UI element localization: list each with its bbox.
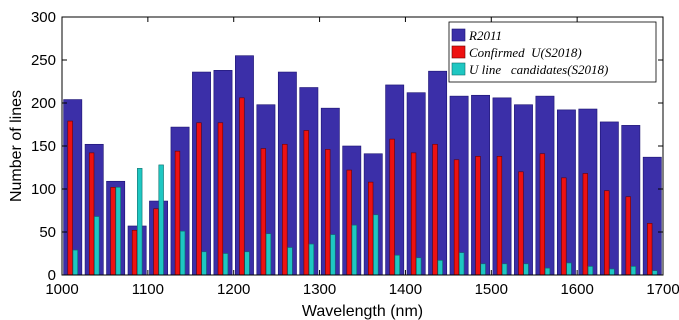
bar-series-2-14 xyxy=(373,214,379,276)
x-tick-label: 1500 xyxy=(475,281,508,298)
legend: R2011 Confirmed U(S2018) U line candidat… xyxy=(448,21,657,83)
bar-series-2-5 xyxy=(179,230,186,276)
x-tick-label: 1600 xyxy=(560,281,593,298)
bar-series-1-27 xyxy=(647,223,653,276)
y-tick-label: 100 xyxy=(31,181,56,198)
bar-series-1-2 xyxy=(110,186,116,276)
bar-series-2-13 xyxy=(351,224,358,276)
legend-label-r2011: R2011 xyxy=(468,28,502,43)
bar-series-1-14 xyxy=(367,181,374,276)
y-tick-label: 200 xyxy=(31,95,56,112)
bar-series-1-11 xyxy=(303,130,309,276)
bar-series-2-12 xyxy=(330,234,336,276)
bar-series-1-10 xyxy=(282,143,288,276)
y-tick-label: 150 xyxy=(31,138,56,155)
bar-series-1-24 xyxy=(582,173,588,276)
legend-swatch-confirmed xyxy=(451,45,466,59)
bar-series-1-8 xyxy=(239,97,245,276)
legend-swatch-candidates xyxy=(451,62,466,76)
x-tick-label: 1700 xyxy=(646,281,679,298)
bar-series-1-3 xyxy=(131,229,138,276)
bar-series-1-5 xyxy=(174,150,181,276)
bar-series-2-25 xyxy=(609,268,615,276)
bar-series-2-27 xyxy=(652,270,658,276)
bar-series-1-15 xyxy=(389,138,395,276)
bar-series-2-17 xyxy=(437,260,443,276)
x-tick-label: 1300 xyxy=(303,281,336,298)
bars-layer xyxy=(63,55,662,276)
bar-series-2-23 xyxy=(566,262,572,276)
x-tick-label: 1000 xyxy=(45,281,78,298)
bar-series-2-22 xyxy=(544,267,551,276)
bar-series-2-16 xyxy=(416,257,422,276)
bar-series-2-18 xyxy=(459,252,465,276)
y-tick-label: 0 xyxy=(48,267,56,284)
bar-series-1-4 xyxy=(153,208,159,276)
legend-label-candidates: U line candidates(S2018) xyxy=(469,62,608,77)
bar-series-1-0 xyxy=(67,120,73,276)
bar-series-1-12 xyxy=(325,149,331,276)
bar-series-1-13 xyxy=(346,169,352,276)
bar-series-2-0 xyxy=(72,249,78,276)
x-tick-label: 1100 xyxy=(132,281,164,298)
x-tick-label: 1200 xyxy=(217,281,250,298)
legend-swatch-r2011 xyxy=(451,28,466,42)
bar-series-1-20 xyxy=(496,156,503,276)
bar-series-2-9 xyxy=(265,233,272,276)
legend-label-confirmed: Confirmed U(S2018) xyxy=(469,45,582,60)
legend-box xyxy=(448,21,657,83)
bar-series-2-26 xyxy=(630,266,637,276)
y-axis-label: Number of lines xyxy=(8,90,25,202)
bar-series-1-22 xyxy=(539,153,546,276)
bar-series-2-1 xyxy=(94,216,100,276)
x-axis-label: Wavelength (nm) xyxy=(302,303,423,320)
bar-series-2-7 xyxy=(222,253,229,276)
y-tick-label: 50 xyxy=(39,224,56,241)
bar-series-2-10 xyxy=(287,247,293,276)
bar-series-2-3 xyxy=(137,168,143,276)
bar-series-1-18 xyxy=(453,159,460,276)
y-tick-label: 250 xyxy=(31,52,56,69)
bar-series-2-4 xyxy=(158,164,164,276)
bar-series-1-25 xyxy=(604,190,610,276)
bar-series-2-2 xyxy=(115,186,121,276)
bar-series-1-9 xyxy=(260,148,266,276)
bar-series-1-19 xyxy=(475,156,481,276)
bar-series-2-20 xyxy=(501,263,508,276)
bar-series-2-8 xyxy=(244,251,250,276)
bar-series-1-26 xyxy=(625,196,631,276)
bar-series-1-23 xyxy=(561,177,567,276)
ticks-layer: 1000 1100 1200 1300 1400 1500 1600 1700 0 50 100 15… xyxy=(31,9,679,298)
x-tick-label: 1400 xyxy=(389,281,422,298)
bar-series-2-15 xyxy=(394,254,400,276)
bar-series-1-16 xyxy=(410,152,417,276)
bar-series-1-7 xyxy=(217,122,224,276)
y-tick-label: 300 xyxy=(31,9,56,26)
bar-series-1-1 xyxy=(88,152,95,276)
bar-series-1-17 xyxy=(432,143,438,276)
bar-series-2-24 xyxy=(587,266,594,276)
bar-series-2-19 xyxy=(480,263,486,276)
bar-series-1-21 xyxy=(518,171,524,276)
bar-series-1-6 xyxy=(196,122,202,276)
bar-series-2-6 xyxy=(201,251,207,276)
bar-series-2-21 xyxy=(523,263,529,276)
bar-series-2-11 xyxy=(308,243,315,276)
